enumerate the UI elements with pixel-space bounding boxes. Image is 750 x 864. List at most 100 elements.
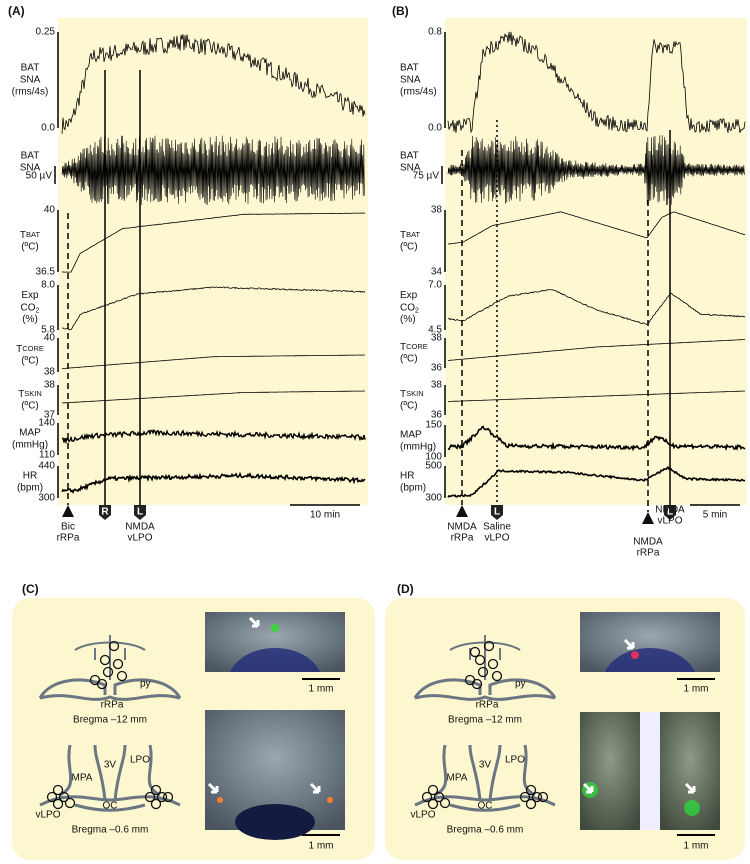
injection-site xyxy=(474,654,486,666)
injection-site xyxy=(52,784,64,796)
scale-label: 75 µV xyxy=(413,171,440,182)
trace-label: SNA xyxy=(20,75,41,86)
trace-label-sub: SKIN xyxy=(406,389,424,398)
region-label: LPO xyxy=(130,755,150,766)
trace-label-sub: CORE xyxy=(406,342,428,351)
tick-label: 4.5 xyxy=(428,325,442,336)
injection-site xyxy=(491,670,503,682)
trace-label: (rms/4s) xyxy=(12,87,49,98)
tick-label: 8.0 xyxy=(41,280,55,291)
label-spot xyxy=(684,800,700,816)
trace-label: TCORE xyxy=(400,342,428,353)
arrow xyxy=(248,616,260,628)
panel-label: (D) xyxy=(397,582,414,596)
micrograph xyxy=(580,712,640,830)
event-label: rRPa xyxy=(57,533,80,544)
trace-label-main: T xyxy=(20,230,26,241)
schematic xyxy=(414,744,556,812)
event-label: Saline xyxy=(483,522,511,533)
tick-label: 100 xyxy=(425,452,442,463)
schematic xyxy=(413,678,557,701)
trace-label: TSKIN xyxy=(18,389,42,400)
trace-label: (ºC) xyxy=(400,354,418,365)
trace-label-main: T xyxy=(400,230,406,241)
trace xyxy=(448,390,745,402)
trace-label-main: T xyxy=(400,342,406,353)
trace-label: SNA xyxy=(400,163,421,174)
tick-label: 34 xyxy=(431,267,443,278)
micrograph-detail xyxy=(605,648,695,672)
time-scale-label: 10 min xyxy=(310,510,340,521)
region-label: py xyxy=(140,679,151,690)
event-label: NMDA xyxy=(125,522,155,533)
tick-label: 38 xyxy=(431,380,443,391)
raw-trace xyxy=(61,135,365,205)
trace-label: (bpm) xyxy=(400,483,426,494)
tick-label: 0.0 xyxy=(41,123,55,134)
tick-label: 140 xyxy=(38,418,55,429)
panel-label: (B) xyxy=(392,4,409,18)
trace-label: (%) xyxy=(22,314,38,325)
injection-site xyxy=(116,670,128,682)
tick-label: 36.5 xyxy=(36,267,56,278)
trace-label-sub: 2 xyxy=(36,307,40,314)
trace-label: (ºC) xyxy=(21,401,39,412)
event-label: rRPa xyxy=(637,548,660,559)
injection-site xyxy=(102,666,114,678)
trace xyxy=(61,471,366,494)
injection-site xyxy=(537,791,549,803)
trace-label: MAP xyxy=(400,430,422,441)
tick-label: 38 xyxy=(44,367,56,378)
trace-label: Exp xyxy=(21,290,39,301)
region-label: rRPa xyxy=(101,700,124,711)
injection-site xyxy=(433,791,445,803)
region-label: rRPa xyxy=(476,700,499,711)
trace-label-main: T xyxy=(16,344,22,355)
region-label: OC xyxy=(478,801,493,812)
trace-label: (mmHg) xyxy=(12,440,48,451)
trace-label: CO2 xyxy=(400,302,419,314)
event-marker-letter: L xyxy=(137,507,143,518)
trace-label: BAT xyxy=(400,151,419,162)
trace-label: (ºC) xyxy=(400,401,418,412)
panel-bg xyxy=(445,18,747,505)
trace-label: BAT xyxy=(21,63,40,74)
tick-label: 36 xyxy=(431,363,443,374)
tick-label: 0.25 xyxy=(36,27,56,38)
event-marker xyxy=(491,505,503,520)
region-label: MPA xyxy=(447,773,468,784)
injection-site xyxy=(427,784,439,796)
scale-label: 1 mm xyxy=(684,841,709,852)
scale-label: 1 mm xyxy=(309,684,334,695)
event-marker xyxy=(99,505,111,520)
schematic xyxy=(38,678,182,701)
region-label: 3V xyxy=(104,760,117,771)
event-label: NMDA xyxy=(447,522,477,533)
tick-label: 38 xyxy=(431,333,443,344)
trace-label-sub: 2 xyxy=(415,307,419,314)
event-label: Bic xyxy=(61,522,75,533)
injection-site xyxy=(519,791,531,803)
arrow xyxy=(309,782,321,794)
region-label: vLPO xyxy=(410,810,435,821)
trace-label: BAT xyxy=(400,63,419,74)
trace xyxy=(61,286,366,331)
trace-label: TBAT xyxy=(400,230,421,241)
trace-label: SNA xyxy=(400,75,421,86)
arrow xyxy=(684,782,696,794)
trace-label: MAP xyxy=(19,428,41,439)
trace-label-main: CO xyxy=(21,302,36,313)
tick-label: 0.0 xyxy=(428,123,442,134)
injection-site xyxy=(150,784,162,796)
injection-site xyxy=(46,791,58,803)
scale-label: 1 mm xyxy=(684,684,709,695)
event-label: vLPO xyxy=(657,516,682,527)
injection-site xyxy=(477,666,489,678)
injection-site xyxy=(525,798,537,810)
injection-site xyxy=(112,658,124,670)
tick-label: 150 xyxy=(425,420,442,431)
injection-site xyxy=(99,654,111,666)
trace-label: CO2 xyxy=(21,302,40,314)
event-marker xyxy=(642,512,654,524)
